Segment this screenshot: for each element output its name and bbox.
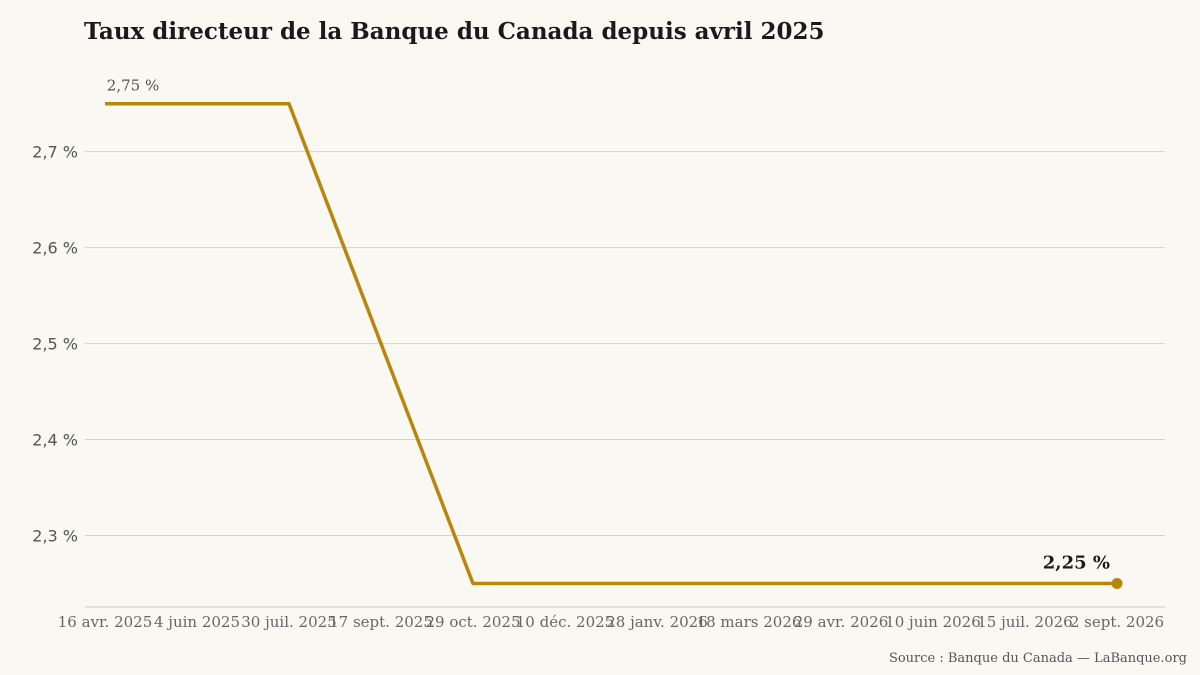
x-tick-label: 10 juin 2026 (885, 613, 981, 631)
x-tick-label: 15 juil. 2026 (977, 613, 1072, 631)
chart-title: Taux directeur de la Banque du Canada de… (84, 18, 825, 45)
x-tick-label: 29 oct. 2025 (425, 613, 520, 631)
x-tick-label: 4 juin 2025 (154, 613, 240, 631)
x-tick-label: 2 sept. 2026 (1070, 613, 1164, 631)
x-tick-label: 17 sept. 2025 (329, 613, 433, 631)
end-value-label: 2,25 % (1043, 552, 1110, 573)
x-tick-label: 18 mars 2026 (697, 613, 802, 631)
x-tick-label: 30 juil. 2025 (241, 613, 336, 631)
y-tick-label: 2,7 % (32, 143, 78, 162)
y-tick-label: 2,5 % (32, 335, 78, 354)
x-tick-label: 29 avr. 2026 (794, 613, 889, 631)
y-tick-label: 2,4 % (32, 431, 78, 450)
y-tick-label: 2,3 % (32, 527, 78, 546)
x-tick-label: 28 janv. 2026 (606, 613, 708, 631)
end-point-marker (1111, 577, 1123, 589)
series-line (105, 101, 1117, 586)
y-tick-label: 2,6 % (32, 239, 78, 258)
start-value-label: 2,75 % (107, 77, 159, 95)
source-note: Source : Banque du Canada — LaBanque.org (888, 651, 1187, 666)
x-tick-label: 16 avr. 2025 (58, 613, 153, 631)
x-tick-label: 10 déc. 2025 (516, 613, 614, 631)
